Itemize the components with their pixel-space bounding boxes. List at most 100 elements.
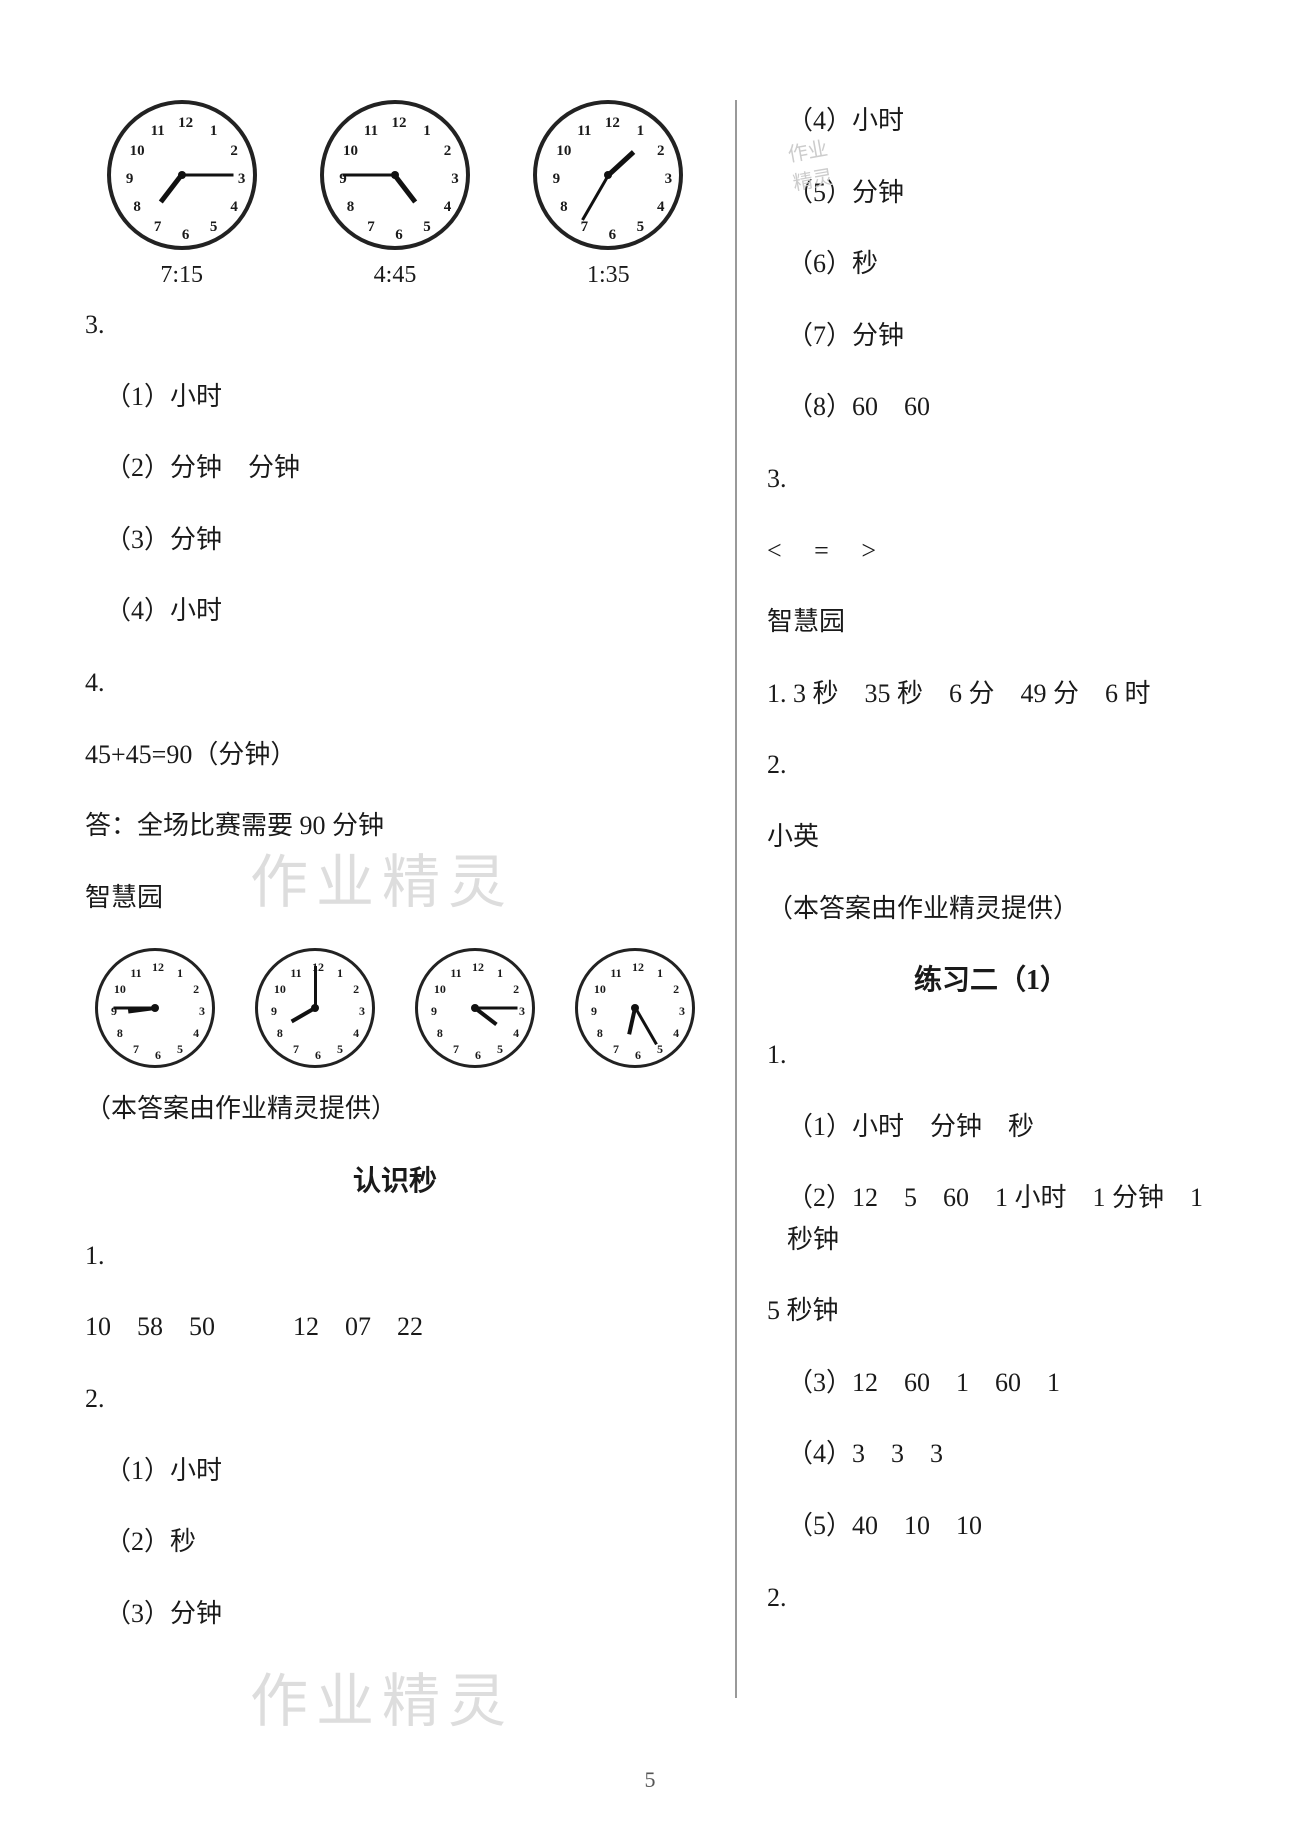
clock-numeral: 9 bbox=[120, 169, 140, 189]
clock-numeral: 1 bbox=[204, 121, 224, 141]
clock-numeral: 7 bbox=[448, 1041, 464, 1057]
clock-numeral: 2 bbox=[651, 141, 671, 161]
clock-item: 123456789101112 bbox=[565, 948, 705, 1068]
s1-label: 1. bbox=[85, 1235, 705, 1277]
clock-face: 123456789101112 bbox=[95, 948, 215, 1068]
zhy-line-1: 1. 3 秒 35 秒 6 分 49 分 6 时 bbox=[767, 673, 1215, 715]
s3-values: < = > bbox=[767, 530, 1215, 572]
q3-label: 3. bbox=[85, 304, 705, 346]
clock-numeral: 3 bbox=[658, 169, 678, 189]
clock-numeral: 6 bbox=[630, 1047, 646, 1063]
minute-hand bbox=[182, 174, 234, 177]
clock-numeral: 6 bbox=[176, 225, 196, 245]
clock-numeral: 3 bbox=[674, 1003, 690, 1019]
clock-center-dot bbox=[471, 1004, 479, 1012]
q3-item: （4）小时 bbox=[85, 590, 705, 632]
s2-item: （5）分钟 bbox=[767, 172, 1215, 214]
clock-numeral: 10 bbox=[112, 981, 128, 997]
clock-numeral: 5 bbox=[630, 217, 650, 237]
clock-numeral: 4 bbox=[348, 1025, 364, 1041]
clock-numeral: 11 bbox=[361, 121, 381, 141]
clock-numeral: 2 bbox=[437, 141, 457, 161]
clock-numeral: 9 bbox=[546, 169, 566, 189]
p2-label: 2. bbox=[767, 1577, 1215, 1619]
clock-numeral: 2 bbox=[508, 981, 524, 997]
clock-numeral: 1 bbox=[630, 121, 650, 141]
minute-hand bbox=[634, 1008, 658, 1046]
clock-numeral: 6 bbox=[310, 1047, 326, 1063]
s2-item: （3）分钟 bbox=[85, 1593, 705, 1635]
clock-numeral: 10 bbox=[272, 981, 288, 997]
clock-face: 123456789101112 bbox=[320, 100, 470, 250]
clock-numeral: 9 bbox=[586, 1003, 602, 1019]
clock-item: 123456789101112 bbox=[245, 948, 385, 1068]
clock-face: 123456789101112 bbox=[107, 100, 257, 250]
clocks-bottom-row: 1234567891011121234567891011121234567891… bbox=[85, 948, 705, 1068]
clock-numeral: 12 bbox=[602, 113, 622, 133]
clock-numeral: 9 bbox=[333, 169, 353, 189]
q4-calc: 45+45=90（分钟） bbox=[85, 734, 705, 776]
q3-item: （2）分钟 分钟 bbox=[85, 447, 705, 489]
clock-center-dot bbox=[178, 171, 186, 179]
clock-numeral: 4 bbox=[508, 1025, 524, 1041]
minute-hand bbox=[475, 1007, 517, 1010]
clock-numeral: 11 bbox=[288, 965, 304, 981]
clock-numeral: 12 bbox=[389, 113, 409, 133]
clock-numeral: 5 bbox=[492, 1041, 508, 1057]
p1-item: 5 秒钟 bbox=[767, 1290, 1215, 1332]
clock-numeral: 10 bbox=[592, 981, 608, 997]
page: 1234567891011127:151234567891011124:4512… bbox=[0, 0, 1300, 1838]
clock-numeral: 6 bbox=[602, 225, 622, 245]
clock-item: 1234567891011127:15 bbox=[85, 100, 278, 289]
credit-left: （本答案由作业精灵提供） bbox=[85, 1088, 705, 1130]
p1-item: （1）小时 分钟 秒 bbox=[767, 1106, 1215, 1148]
clock-numeral: 2 bbox=[224, 141, 244, 161]
clock-numeral: 8 bbox=[272, 1025, 288, 1041]
right-column: （4）小时（5）分钟（6）秒（7）分钟（8）60 60 3. < = > 智慧园… bbox=[742, 100, 1240, 1778]
clock-numeral: 9 bbox=[426, 1003, 442, 1019]
clock-center-dot bbox=[151, 1004, 159, 1012]
clock-face: 123456789101112 bbox=[533, 100, 683, 250]
minute-hand bbox=[113, 1007, 155, 1010]
clock-time-label: 7:15 bbox=[85, 262, 278, 289]
clock-item: 123456789101112 bbox=[405, 948, 545, 1068]
zhihuiyuan-label: 智慧园 bbox=[85, 877, 705, 919]
clock-face: 123456789101112 bbox=[575, 948, 695, 1068]
clock-numeral: 4 bbox=[668, 1025, 684, 1041]
p1-label: 1. bbox=[767, 1034, 1215, 1076]
clock-numeral: 11 bbox=[608, 965, 624, 981]
clock-numeral: 8 bbox=[127, 197, 147, 217]
s2-item: （1）小时 bbox=[85, 1450, 705, 1492]
clock-numeral: 3 bbox=[232, 169, 252, 189]
zhy-2-label: 2. bbox=[767, 744, 1215, 786]
clock-numeral: 7 bbox=[608, 1041, 624, 1057]
clock-numeral: 4 bbox=[188, 1025, 204, 1041]
clock-numeral: 8 bbox=[432, 1025, 448, 1041]
clock-numeral: 6 bbox=[150, 1047, 166, 1063]
clock-center-dot bbox=[391, 171, 399, 179]
s3-label: 3. bbox=[767, 458, 1215, 500]
p1-item: （5）40 10 10 bbox=[767, 1505, 1215, 1547]
s2-item: （4）小时 bbox=[767, 100, 1215, 142]
clock-numeral: 2 bbox=[188, 981, 204, 997]
clock-item: 1234567891011121:35 bbox=[512, 100, 705, 289]
clock-numeral: 2 bbox=[348, 981, 364, 997]
clock-numeral: 5 bbox=[332, 1041, 348, 1057]
clock-numeral: 12 bbox=[176, 113, 196, 133]
s2-label: 2. bbox=[85, 1378, 705, 1420]
clock-numeral: 4 bbox=[224, 197, 244, 217]
clock-numeral: 5 bbox=[172, 1041, 188, 1057]
clock-numeral: 10 bbox=[127, 141, 147, 161]
q4-label: 4. bbox=[85, 662, 705, 704]
clock-numeral: 10 bbox=[432, 981, 448, 997]
page-number: 5 bbox=[645, 1767, 656, 1793]
clock-numeral: 3 bbox=[354, 1003, 370, 1019]
clock-numeral: 8 bbox=[592, 1025, 608, 1041]
clock-numeral: 12 bbox=[630, 959, 646, 975]
s2-item: （8）60 60 bbox=[767, 386, 1215, 428]
clock-numeral: 1 bbox=[332, 965, 348, 981]
clock-numeral: 8 bbox=[112, 1025, 128, 1041]
zhy-2-answer: 小英 bbox=[767, 816, 1215, 858]
clock-face: 123456789101112 bbox=[255, 948, 375, 1068]
clock-numeral: 1 bbox=[172, 965, 188, 981]
